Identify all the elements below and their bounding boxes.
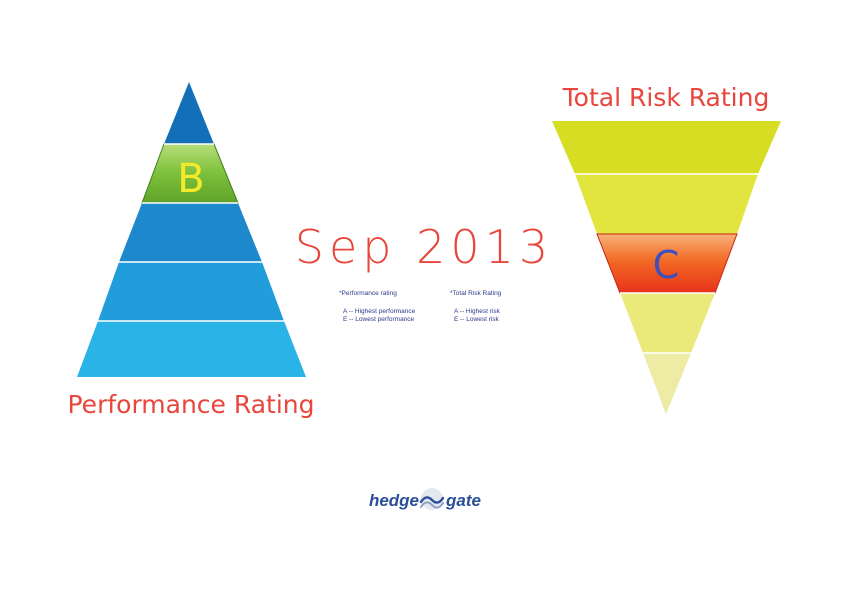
risk-tier-e — [643, 353, 691, 414]
risk-title: Total Risk Rating — [562, 83, 770, 112]
risk-legend-line1: A -- Highest risk — [454, 308, 501, 315]
performance-selected-letter: B — [177, 156, 204, 202]
performance-pyramid: B — [77, 82, 306, 377]
performance-tier-e — [77, 321, 306, 377]
risk-legend-line2: E -- Lowest risk — [454, 316, 500, 323]
risk-tier-a — [552, 121, 781, 174]
performance-legend-line1: A -- Highest performance — [343, 308, 416, 315]
performance-tier-c — [119, 203, 262, 262]
performance-title: Performance Rating — [68, 390, 315, 419]
performance-legend-heading: *Performance rating — [339, 290, 397, 297]
performance-legend-line2: E -- Lowest performance — [343, 316, 415, 323]
hedgegate-logo: hedge gate — [369, 488, 481, 510]
performance-tier-d — [98, 262, 284, 321]
risk-legend: *Total Risk Rating A -- Highest risk E -… — [450, 290, 502, 323]
risk-selected-letter: C — [653, 243, 680, 287]
performance-legend: *Performance rating A -- Highest perform… — [339, 290, 416, 323]
risk-legend-heading: *Total Risk Rating — [450, 290, 502, 297]
risk-tier-b — [575, 174, 758, 234]
risk-tier-d — [620, 293, 715, 353]
risk-pyramid: C — [552, 121, 781, 414]
wave-icon — [419, 488, 445, 510]
performance-tier-a — [164, 82, 214, 144]
logo-right-text: gate — [445, 491, 481, 510]
logo-left-text: hedge — [369, 491, 419, 510]
date-label: Sep 2013 — [295, 220, 553, 274]
